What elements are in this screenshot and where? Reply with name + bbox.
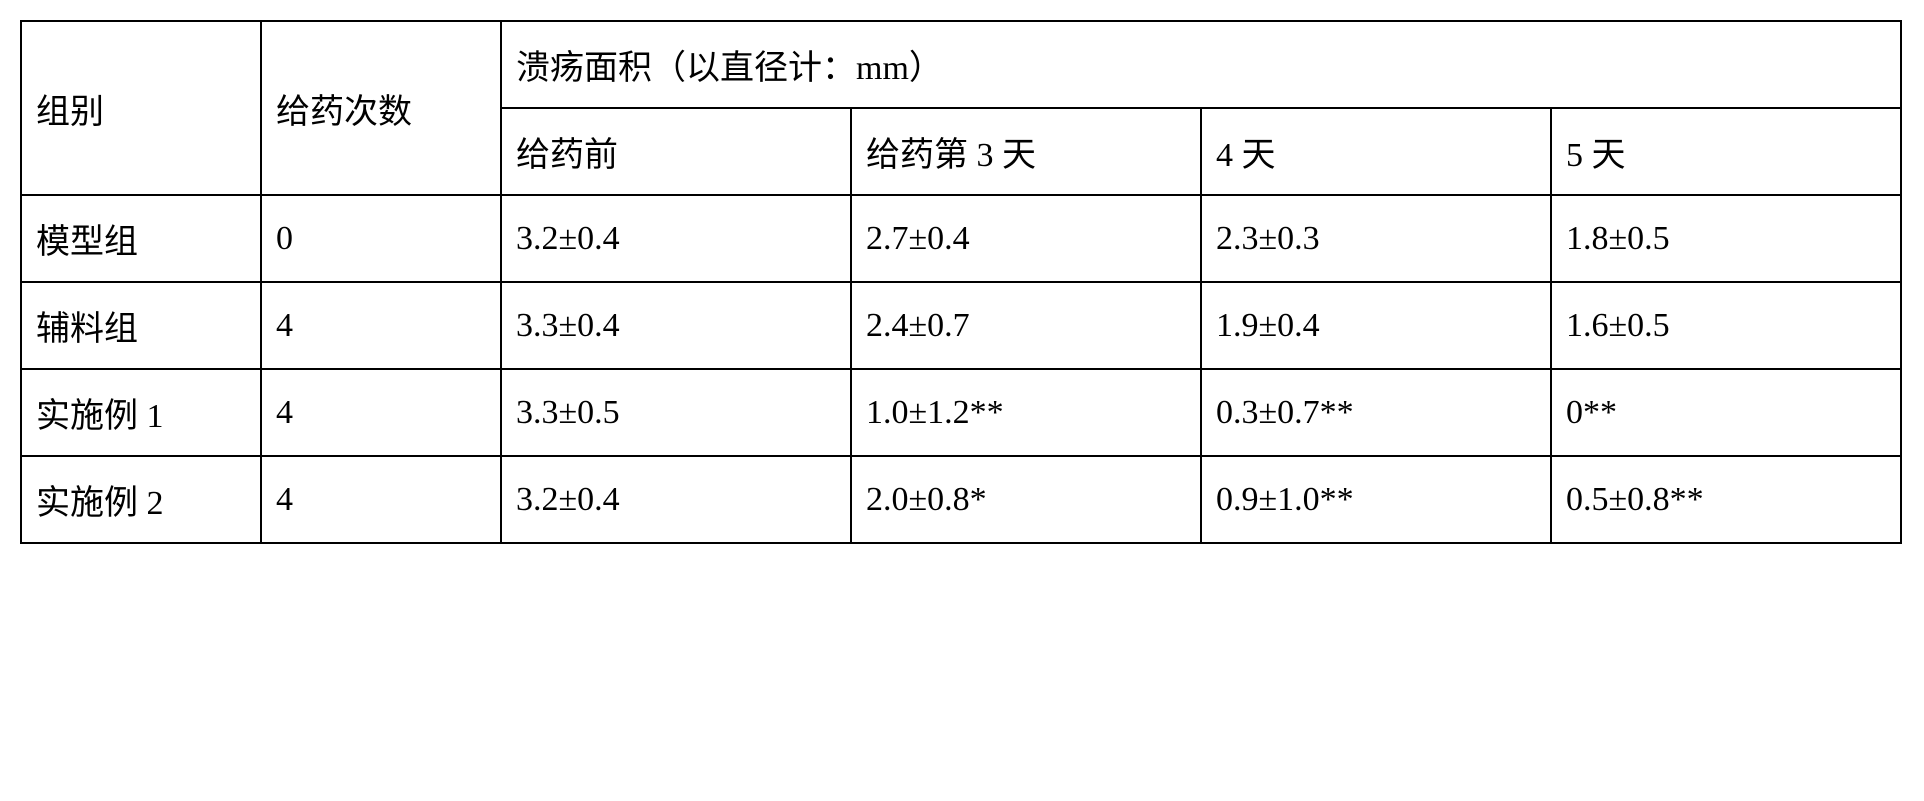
cell-day3: 2.4±0.7	[851, 282, 1201, 369]
cell-group: 模型组	[21, 195, 261, 282]
cell-day5: 1.8±0.5	[1551, 195, 1901, 282]
cell-count: 4	[261, 282, 501, 369]
cell-count: 4	[261, 369, 501, 456]
cell-before: 3.3±0.5	[501, 369, 851, 456]
cell-day4: 2.3±0.3	[1201, 195, 1551, 282]
subheader-day4: 4 天	[1201, 108, 1551, 195]
cell-before: 3.2±0.4	[501, 195, 851, 282]
cell-group: 实施例 2	[21, 456, 261, 543]
subheader-day3: 给药第 3 天	[851, 108, 1201, 195]
cell-before: 3.3±0.4	[501, 282, 851, 369]
cell-day4: 0.3±0.7**	[1201, 369, 1551, 456]
cell-day3: 2.0±0.8*	[851, 456, 1201, 543]
cell-day5: 0.5±0.8**	[1551, 456, 1901, 543]
ulcer-area-table: 组别 给药次数 溃疡面积（以直径计：mm） 给药前 给药第 3 天 4 天 5 …	[20, 20, 1902, 544]
subheader-before: 给药前	[501, 108, 851, 195]
cell-group: 辅料组	[21, 282, 261, 369]
table-header-row-1: 组别 给药次数 溃疡面积（以直径计：mm）	[21, 21, 1901, 108]
header-group: 组别	[21, 21, 261, 195]
cell-day5: 0**	[1551, 369, 1901, 456]
table-row: 辅料组 4 3.3±0.4 2.4±0.7 1.9±0.4 1.6±0.5	[21, 282, 1901, 369]
table-row: 实施例 2 4 3.2±0.4 2.0±0.8* 0.9±1.0** 0.5±0…	[21, 456, 1901, 543]
cell-count: 4	[261, 456, 501, 543]
table-row: 实施例 1 4 3.3±0.5 1.0±1.2** 0.3±0.7** 0**	[21, 369, 1901, 456]
cell-group: 实施例 1	[21, 369, 261, 456]
cell-day3: 2.7±0.4	[851, 195, 1201, 282]
header-dose-count: 给药次数	[261, 21, 501, 195]
cell-day4: 0.9±1.0**	[1201, 456, 1551, 543]
cell-count: 0	[261, 195, 501, 282]
cell-before: 3.2±0.4	[501, 456, 851, 543]
data-table-container: 组别 给药次数 溃疡面积（以直径计：mm） 给药前 给药第 3 天 4 天 5 …	[20, 20, 1900, 544]
header-ulcer-area: 溃疡面积（以直径计：mm）	[501, 21, 1901, 108]
cell-day3: 1.0±1.2**	[851, 369, 1201, 456]
subheader-day5: 5 天	[1551, 108, 1901, 195]
table-row: 模型组 0 3.2±0.4 2.7±0.4 2.3±0.3 1.8±0.5	[21, 195, 1901, 282]
cell-day4: 1.9±0.4	[1201, 282, 1551, 369]
cell-day5: 1.6±0.5	[1551, 282, 1901, 369]
